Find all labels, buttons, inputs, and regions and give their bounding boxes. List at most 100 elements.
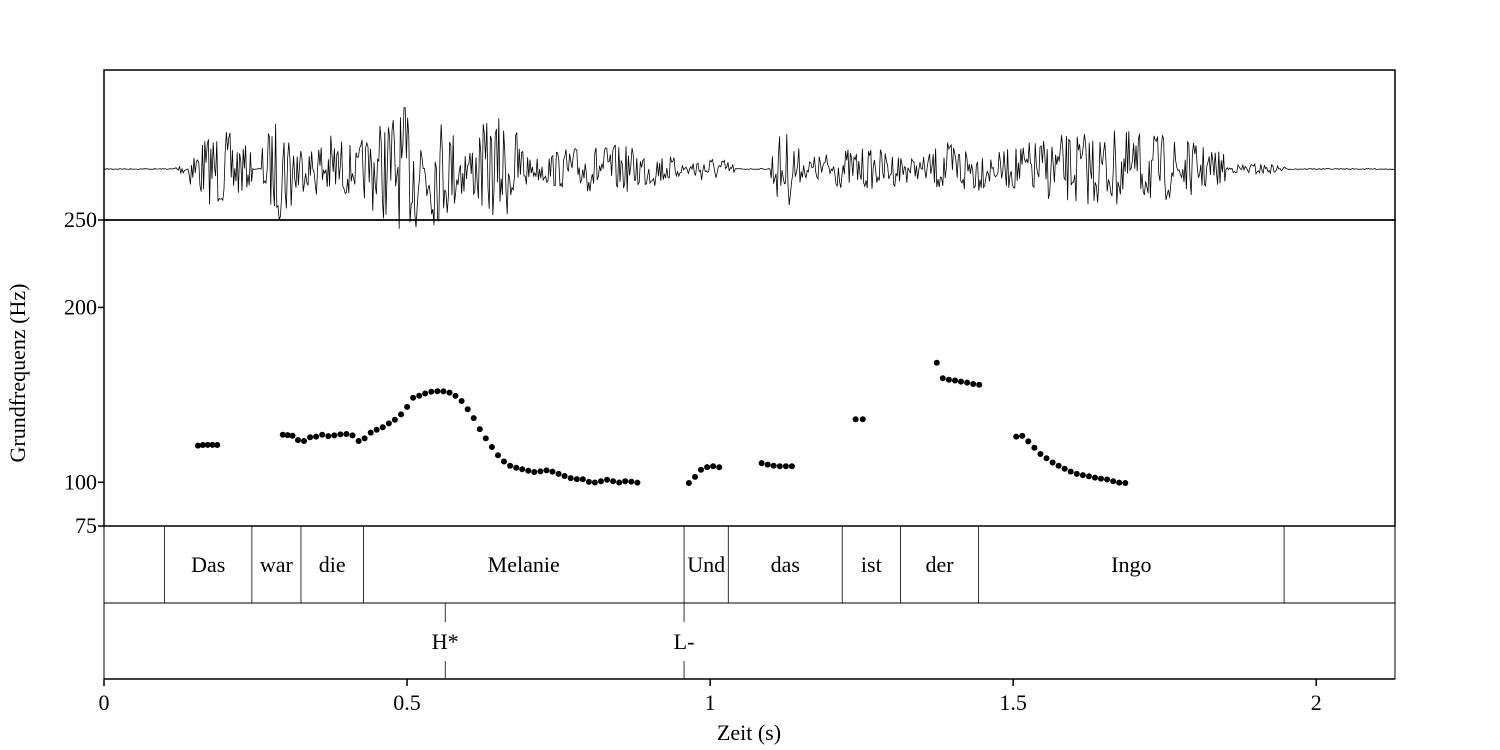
pitch-point — [764, 461, 771, 468]
pitch-point — [319, 431, 326, 438]
pitch-point — [446, 389, 453, 396]
pitch-point — [307, 434, 314, 441]
pitch-point — [1116, 479, 1123, 486]
x-axis: 0 0.5 1 1.5 2 Zeit (s) — [99, 678, 1395, 745]
pitch-point — [337, 431, 344, 438]
word-label: Ingo — [1111, 552, 1151, 577]
pitch-point — [852, 416, 859, 423]
x-axis-ticks: 0 0.5 1 1.5 2 — [99, 679, 1322, 715]
pitch-point — [1067, 468, 1074, 475]
pitch-point — [958, 378, 964, 385]
pitch-point — [513, 464, 520, 471]
pitch-panel: 75 100 200 250 — [64, 207, 1396, 538]
pitch-point — [428, 388, 435, 395]
pitch-point — [567, 475, 574, 482]
pitch-point — [933, 359, 940, 366]
waveform-panel — [103, 69, 1396, 229]
pitch-point — [488, 444, 495, 450]
pitch-point — [1043, 455, 1050, 462]
x-tick-label: 0 — [99, 690, 110, 715]
pitch-point — [1085, 473, 1092, 480]
pitch-point — [1061, 465, 1068, 472]
pitch-point — [782, 463, 789, 470]
pitch-point — [579, 476, 586, 483]
pitch-point — [1013, 433, 1020, 440]
pitch-point — [391, 416, 398, 423]
pitch-point — [1025, 438, 1032, 445]
pitch-point — [199, 442, 206, 448]
pitch-point — [692, 473, 698, 480]
y-tick-label: 250 — [64, 207, 97, 232]
y-axis-title: Grundfrequenz (Hz) — [5, 284, 30, 463]
pitch-point — [598, 478, 604, 485]
pitch-point — [758, 460, 765, 467]
pitch-point — [284, 432, 291, 439]
pitch-point — [422, 390, 429, 397]
pitch-point — [482, 435, 489, 442]
pitch-point — [416, 392, 423, 399]
pitch-point — [355, 438, 362, 444]
word-label: das — [771, 552, 800, 577]
pitch-point — [343, 431, 350, 437]
pitch-point — [788, 463, 795, 470]
x-tick-label: 1 — [705, 690, 716, 715]
pitch-point — [555, 470, 562, 477]
pitch-point — [1110, 478, 1117, 485]
pitch-point — [561, 473, 568, 479]
pitch-points — [194, 359, 1129, 486]
tone-tier: H* L- — [103, 602, 1396, 680]
word-tier-frame — [103, 525, 1396, 604]
pitch-point — [495, 452, 501, 459]
word-label: Und — [687, 552, 725, 577]
pitch-point — [622, 478, 629, 485]
word-tier: Das war die Melanie Und das ist der Ingo — [103, 525, 1396, 604]
pitch-point — [410, 394, 417, 401]
pitch-point — [295, 437, 301, 444]
tone-label: H* — [432, 629, 459, 654]
pitch-point — [1098, 475, 1104, 482]
pitch-point — [610, 478, 617, 485]
pitch-point — [440, 388, 447, 395]
pitch-point — [279, 431, 286, 438]
word-label: der — [925, 552, 954, 577]
pitch-point — [964, 379, 971, 386]
pitch-point — [1037, 451, 1044, 457]
word-label: Das — [191, 552, 225, 577]
pitch-point — [776, 463, 783, 470]
pitch-point — [373, 426, 380, 433]
pitch-point — [404, 403, 411, 410]
pitch-point — [573, 476, 580, 483]
y-axis-ticks: 75 100 200 250 — [64, 207, 104, 538]
tone-label: L- — [674, 629, 695, 654]
x-tick-label: 1.5 — [999, 690, 1027, 715]
pitch-point — [379, 424, 386, 431]
x-tick-label: 2 — [1311, 690, 1322, 715]
pitch-point — [859, 416, 866, 423]
y-tick-label: 100 — [64, 469, 97, 494]
pitch-point — [1092, 474, 1098, 481]
x-axis-title: Zeit (s) — [717, 720, 781, 745]
pitch-point — [470, 415, 477, 422]
pitch-point — [458, 398, 465, 404]
pitch-point — [710, 463, 717, 470]
tone-tier-frame — [103, 602, 1396, 680]
pitch-point — [289, 432, 296, 439]
pitch-point — [507, 462, 514, 469]
pitch-point — [604, 476, 611, 483]
pitch-point — [1019, 432, 1026, 439]
word-boundaries — [164, 526, 1285, 603]
pitch-point — [501, 458, 507, 465]
y-tick-label: 200 — [64, 294, 97, 319]
pitch-point — [537, 468, 544, 475]
pitch-point — [525, 467, 532, 474]
x-tick-label: 0.5 — [393, 690, 421, 715]
pitch-point — [976, 381, 983, 388]
pitch-frame — [103, 219, 1396, 527]
pitch-point — [194, 442, 201, 449]
pitch-point — [464, 406, 471, 413]
pitch-point — [349, 432, 356, 439]
word-label: die — [319, 552, 346, 577]
pitch-point — [385, 420, 392, 427]
pitch-point — [1104, 476, 1111, 483]
